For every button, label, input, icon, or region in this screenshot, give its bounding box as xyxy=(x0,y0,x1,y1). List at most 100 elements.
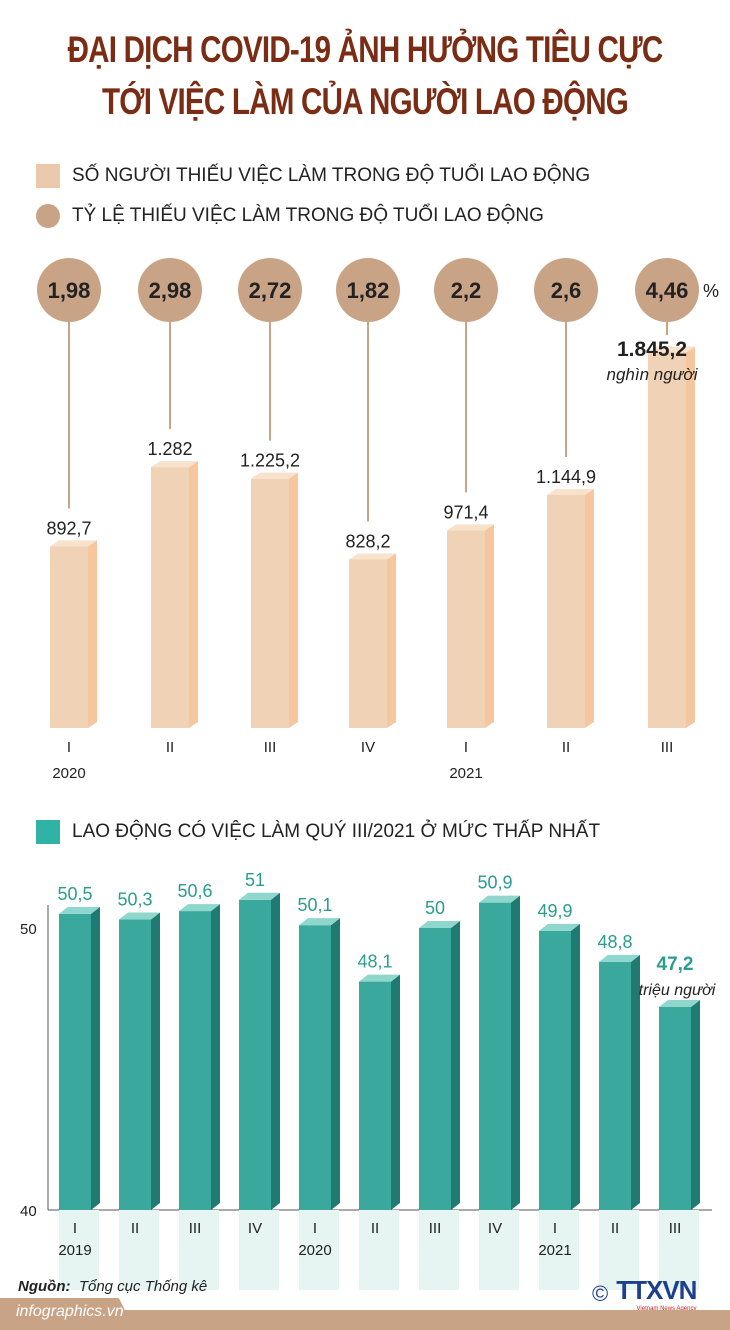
value-label-rate: 2,2 xyxy=(451,278,482,303)
legend-item-employed: LAO ĐỘNG CÓ VIỆC LÀM QUÝ III/2021 Ở MỨC … xyxy=(36,820,600,844)
bar-count-side xyxy=(289,472,298,728)
value-label-employed: 50 xyxy=(425,898,445,918)
year-label: 2020 xyxy=(298,1242,331,1259)
bar-reflection xyxy=(179,1210,219,1290)
category-label: I xyxy=(553,1220,557,1237)
bar-employed-side xyxy=(631,954,640,1210)
bar-employed-side xyxy=(571,923,580,1210)
bar-employed xyxy=(239,899,271,1210)
value-label-count: 971,4 xyxy=(443,502,488,522)
copyright-icon: © xyxy=(592,1280,609,1306)
bar-count xyxy=(447,530,485,728)
category-label: I xyxy=(464,739,468,756)
bar-employed-side xyxy=(391,974,400,1210)
unit-label-count: nghìn người xyxy=(606,365,698,384)
value-label-employed: 50,5 xyxy=(57,884,92,904)
site-link[interactable]: infographics.vn xyxy=(16,1303,124,1320)
category-label: II xyxy=(562,739,570,756)
value-label-employed: 50,1 xyxy=(297,895,332,915)
bar-count xyxy=(648,352,686,728)
category-label: III xyxy=(429,1220,442,1237)
bar-employed-top xyxy=(299,918,340,926)
year-label: 2021 xyxy=(449,765,482,782)
logo-sub: Vietnam News Agency xyxy=(636,1306,697,1312)
bar-reflection xyxy=(299,1210,339,1290)
bar-count xyxy=(251,478,289,728)
bar-reflection xyxy=(599,1210,639,1290)
category-label: II xyxy=(611,1220,619,1237)
bar-count-side xyxy=(585,489,594,728)
bar-employed-side xyxy=(511,895,520,1210)
value-label-count: 1.225,2 xyxy=(240,451,300,471)
value-label-rate: 2,98 xyxy=(149,278,192,303)
bar-employed-top xyxy=(119,912,160,920)
category-label: I xyxy=(67,739,71,756)
value-label-rate: 1,98 xyxy=(48,278,91,303)
bar-employed-side xyxy=(451,921,460,1210)
bar-employed-top xyxy=(479,895,520,903)
value-label-count: 892,7 xyxy=(46,518,91,538)
legend-square-icon xyxy=(36,820,60,844)
year-label: 2021 xyxy=(538,1242,571,1259)
year-label: 2019 xyxy=(58,1242,91,1259)
footer-tab xyxy=(0,1298,135,1330)
bar-employed xyxy=(479,902,511,1210)
bar-employed-top xyxy=(659,999,700,1007)
value-label-employed: 51 xyxy=(245,870,265,890)
category-label: III xyxy=(661,739,674,756)
category-label: II xyxy=(371,1220,379,1237)
bar-reflection xyxy=(59,1210,99,1290)
bar-employed xyxy=(179,911,211,1210)
category-label: I xyxy=(313,1220,317,1237)
bar-count-top xyxy=(151,461,198,468)
rate-bubble xyxy=(238,258,302,322)
bar-employed xyxy=(539,930,571,1210)
bar-reflection xyxy=(479,1210,519,1290)
value-label-count: 1.845,2 xyxy=(617,338,687,361)
bar-employed-top xyxy=(59,906,100,914)
bar-employed-side xyxy=(151,912,160,1210)
bar-reflection xyxy=(239,1210,279,1290)
bar-employed xyxy=(599,961,631,1210)
category-label: II xyxy=(131,1220,139,1237)
source-label: Nguồn: xyxy=(18,1278,71,1295)
value-label-count: 1.282 xyxy=(147,439,192,459)
bar-count-top xyxy=(251,472,298,479)
value-label-count: 1.144,9 xyxy=(536,467,596,487)
unit-label-rate: % xyxy=(703,281,719,301)
bar-reflection xyxy=(419,1210,459,1290)
bar-employed-side xyxy=(211,904,220,1210)
bar-employed-side xyxy=(91,906,100,1210)
category-label: III xyxy=(189,1220,202,1237)
bar-employed xyxy=(419,928,451,1210)
bar-count xyxy=(50,546,88,728)
category-label: III xyxy=(669,1220,682,1237)
chart2-title: LAO ĐỘNG CÓ VIỆC LÀM QUÝ III/2021 Ở MỨC … xyxy=(72,821,601,842)
bar-employed-top xyxy=(179,904,220,912)
ttxvn-logo: © TTXVN Vietnam News Agency xyxy=(592,1275,697,1312)
category-label: I xyxy=(73,1220,77,1237)
y-tick-label: 40 xyxy=(20,1203,37,1220)
category-label: IV xyxy=(248,1220,262,1237)
bar-employed-top xyxy=(239,892,280,900)
bar-employed-side xyxy=(271,892,280,1210)
value-label-employed: 50,3 xyxy=(117,890,152,910)
bar-employed-side xyxy=(331,918,340,1210)
bar-count xyxy=(547,495,585,728)
bar-employed-side xyxy=(691,999,700,1210)
bar-count xyxy=(349,559,387,728)
bar-employed-top xyxy=(539,923,580,931)
rate-bubble xyxy=(534,258,598,322)
bar-employed-top xyxy=(599,954,640,962)
bar-count-side xyxy=(189,461,198,728)
value-label-rate: 1,82 xyxy=(347,278,390,303)
year-label: 2020 xyxy=(52,765,85,782)
legend-square-icon xyxy=(36,164,60,188)
bar-reflection xyxy=(119,1210,159,1290)
source-value: Tổng cục Thống kê xyxy=(78,1278,208,1295)
value-label-employed: 48,1 xyxy=(357,952,392,972)
value-label-employed: 50,6 xyxy=(177,881,212,901)
legend-label-count: SỐ NGƯỜI THIẾU VIỆC LÀM TRONG ĐỘ TUỔI LA… xyxy=(72,165,591,186)
